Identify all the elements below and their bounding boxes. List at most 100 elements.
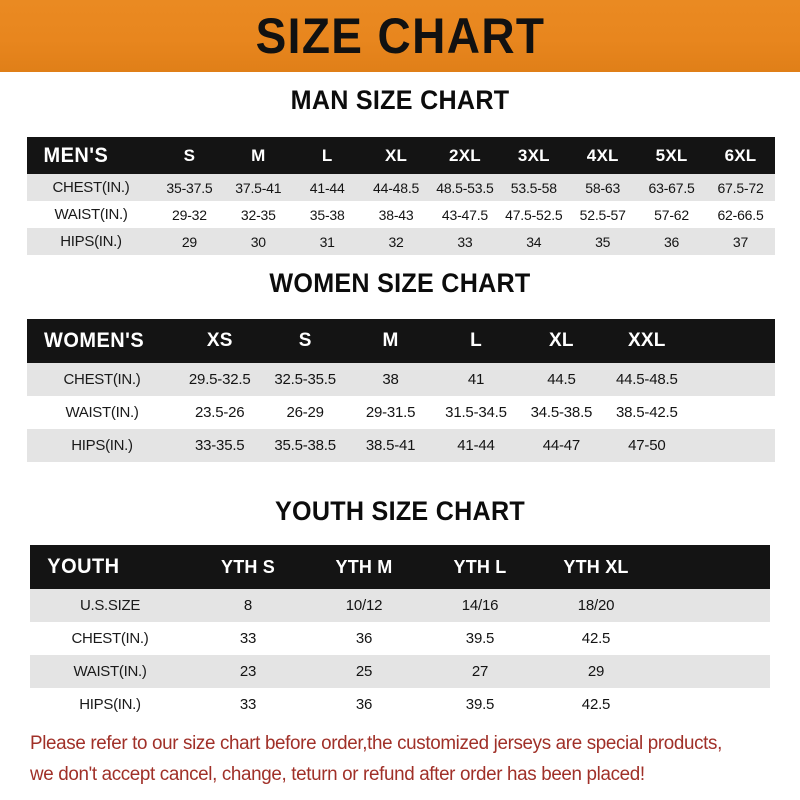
table-cell: 47-50 bbox=[628, 437, 666, 454]
table-cell bbox=[654, 655, 770, 688]
man-column-header: S bbox=[183, 145, 196, 165]
table-cell: 33 bbox=[457, 233, 473, 250]
man-column-header: 3XL bbox=[517, 145, 550, 165]
women-column-header bbox=[690, 319, 775, 363]
man-row-label: CHEST(IN.) bbox=[52, 179, 130, 196]
table-cell: 32-35 bbox=[240, 206, 276, 223]
table-cell: 29-32 bbox=[172, 206, 207, 223]
table-cell: 30 bbox=[250, 233, 266, 250]
women-column-header: XXL bbox=[628, 330, 666, 351]
table-cell: 58-63 bbox=[585, 179, 621, 196]
table-cell: 39.5 bbox=[465, 630, 495, 647]
youth-table-header-row: YOUTH YTH S YTH M YTH L YTH XL bbox=[30, 545, 770, 589]
table-cell: 36 bbox=[355, 696, 373, 713]
table-row: HIPS(IN.) 33-35.5 35.5-38.5 38.5-41 41-44 44-… bbox=[27, 429, 775, 462]
table-cell: 18/20 bbox=[577, 597, 615, 614]
table-row: CHEST(IN.) 35-37.5 37.5-41 41-44 44-48.5 48.5… bbox=[27, 174, 775, 201]
table-cell: 62-66.5 bbox=[717, 206, 764, 223]
table-cell bbox=[654, 589, 770, 622]
notice-line-1: Please refer to our size chart before or… bbox=[30, 733, 722, 754]
table-cell: 31.5-34.5 bbox=[445, 404, 507, 421]
table-cell: 47.5-52.5 bbox=[505, 206, 563, 223]
youth-table-corner-label: YOUTH bbox=[47, 555, 120, 578]
youth-column-header: YTH S bbox=[220, 556, 275, 577]
man-column-header: M bbox=[251, 145, 266, 165]
table-cell: 33 bbox=[239, 696, 257, 713]
table-cell: 53.5-58 bbox=[510, 179, 557, 196]
women-section-title: WOMEN SIZE CHART bbox=[269, 268, 531, 298]
table-cell: 44.5-48.5 bbox=[616, 371, 678, 388]
table-row: WAIST(IN.) 23.5-26 26-29 29-31.5 31.5-34.5 34… bbox=[27, 396, 775, 429]
table-cell: 38.5-42.5 bbox=[616, 404, 678, 421]
page-title: SIZE CHART bbox=[255, 8, 545, 64]
table-cell: 52.5-57 bbox=[579, 206, 626, 223]
table-cell: 14/16 bbox=[461, 597, 499, 614]
table-cell: 41-44 bbox=[309, 179, 345, 196]
table-cell bbox=[654, 688, 770, 721]
table-cell: 35-38 bbox=[309, 206, 345, 223]
table-cell: 39.5 bbox=[465, 696, 495, 713]
women-table-header-row: WOMEN'S XS S M L XL XXL bbox=[27, 319, 775, 363]
youth-column-header: YTH XL bbox=[563, 556, 629, 577]
table-cell: 42.5 bbox=[581, 696, 611, 713]
women-size-table: WOMEN'S XS S M L XL XXL CHEST(IN.) 29.5-32.5 32.5… bbox=[27, 319, 775, 462]
youth-row-label: HIPS(IN.) bbox=[79, 696, 141, 713]
table-cell: 48.5-53.5 bbox=[436, 179, 494, 196]
table-cell: 44-48.5 bbox=[373, 179, 420, 196]
youth-row-label: U.S.SIZE bbox=[79, 597, 141, 614]
youth-section-title: YOUTH SIZE CHART bbox=[275, 496, 525, 526]
table-cell: 67.5-72 bbox=[717, 179, 764, 196]
youth-size-table: YOUTH YTH S YTH M YTH L YTH XL U.S.SIZE 8 10/12… bbox=[30, 545, 770, 721]
table-cell: 35 bbox=[595, 233, 611, 250]
table-cell: 23 bbox=[239, 663, 257, 680]
table-cell: 57-62 bbox=[654, 206, 689, 223]
table-cell: 35-37.5 bbox=[166, 179, 213, 196]
table-cell: 31 bbox=[319, 233, 335, 250]
table-cell: 29 bbox=[587, 663, 605, 680]
table-cell: 33-35.5 bbox=[194, 437, 245, 454]
table-cell: 10/12 bbox=[345, 597, 383, 614]
table-cell: 29 bbox=[181, 233, 198, 250]
table-cell: 33 bbox=[239, 630, 257, 647]
man-column-header: 6XL bbox=[724, 145, 757, 165]
women-column-header: XS bbox=[206, 330, 233, 351]
table-cell bbox=[690, 363, 775, 396]
table-row: HIPS(IN.) 33 36 39.5 42.5 bbox=[30, 688, 770, 721]
table-cell: 32 bbox=[388, 233, 404, 250]
women-column-header: S bbox=[298, 330, 312, 351]
man-column-header: 2XL bbox=[449, 145, 481, 165]
man-column-header: 4XL bbox=[586, 145, 619, 165]
man-column-header: 5XL bbox=[655, 145, 688, 165]
table-cell: 37 bbox=[732, 233, 749, 250]
youth-row-label: WAIST(IN.) bbox=[73, 663, 147, 680]
table-cell: 63-67.5 bbox=[648, 179, 695, 196]
table-cell: 44.5 bbox=[547, 371, 576, 388]
youth-column-header: YTH M bbox=[335, 556, 393, 577]
table-row: HIPS(IN.) 29 30 31 32 33 34 35 36 37 bbox=[27, 228, 775, 255]
table-cell: 43-47.5 bbox=[441, 206, 488, 223]
table-cell: 27 bbox=[471, 663, 489, 680]
table-cell: 26-29 bbox=[286, 404, 324, 421]
table-cell: 41 bbox=[467, 371, 485, 388]
table-cell: 34 bbox=[526, 233, 542, 250]
table-cell: 38-43 bbox=[378, 206, 414, 223]
man-size-table: MEN'S S M L XL 2XL 3XL 4XL 5XL 6XL CHEST(IN.) 35-37… bbox=[27, 137, 775, 255]
table-cell bbox=[690, 396, 775, 429]
man-row-label: HIPS(IN.) bbox=[60, 233, 122, 250]
order-policy-notice: Please refer to our size chart before or… bbox=[30, 728, 771, 790]
table-cell: 29-31.5 bbox=[365, 404, 416, 421]
table-cell: 23.5-26 bbox=[194, 404, 245, 421]
women-row-label: HIPS(IN.) bbox=[71, 437, 133, 454]
table-cell: 34.5-38.5 bbox=[530, 404, 593, 421]
table-cell: 38 bbox=[382, 371, 399, 388]
man-section-title: MAN SIZE CHART bbox=[290, 85, 510, 115]
table-row: WAIST(IN.) 23 25 27 29 bbox=[30, 655, 770, 688]
man-table-header-row: MEN'S S M L XL 2XL 3XL 4XL 5XL 6XL bbox=[27, 137, 775, 174]
table-row: WAIST(IN.) 29-32 32-35 35-38 38-43 43-47.5 47.… bbox=[27, 201, 775, 228]
man-column-header: L bbox=[321, 145, 333, 165]
women-column-header: M bbox=[382, 330, 399, 351]
table-cell: 42.5 bbox=[581, 630, 611, 647]
table-cell: 38.5-41 bbox=[365, 437, 416, 454]
women-table-corner-label: WOMEN'S bbox=[44, 329, 145, 352]
